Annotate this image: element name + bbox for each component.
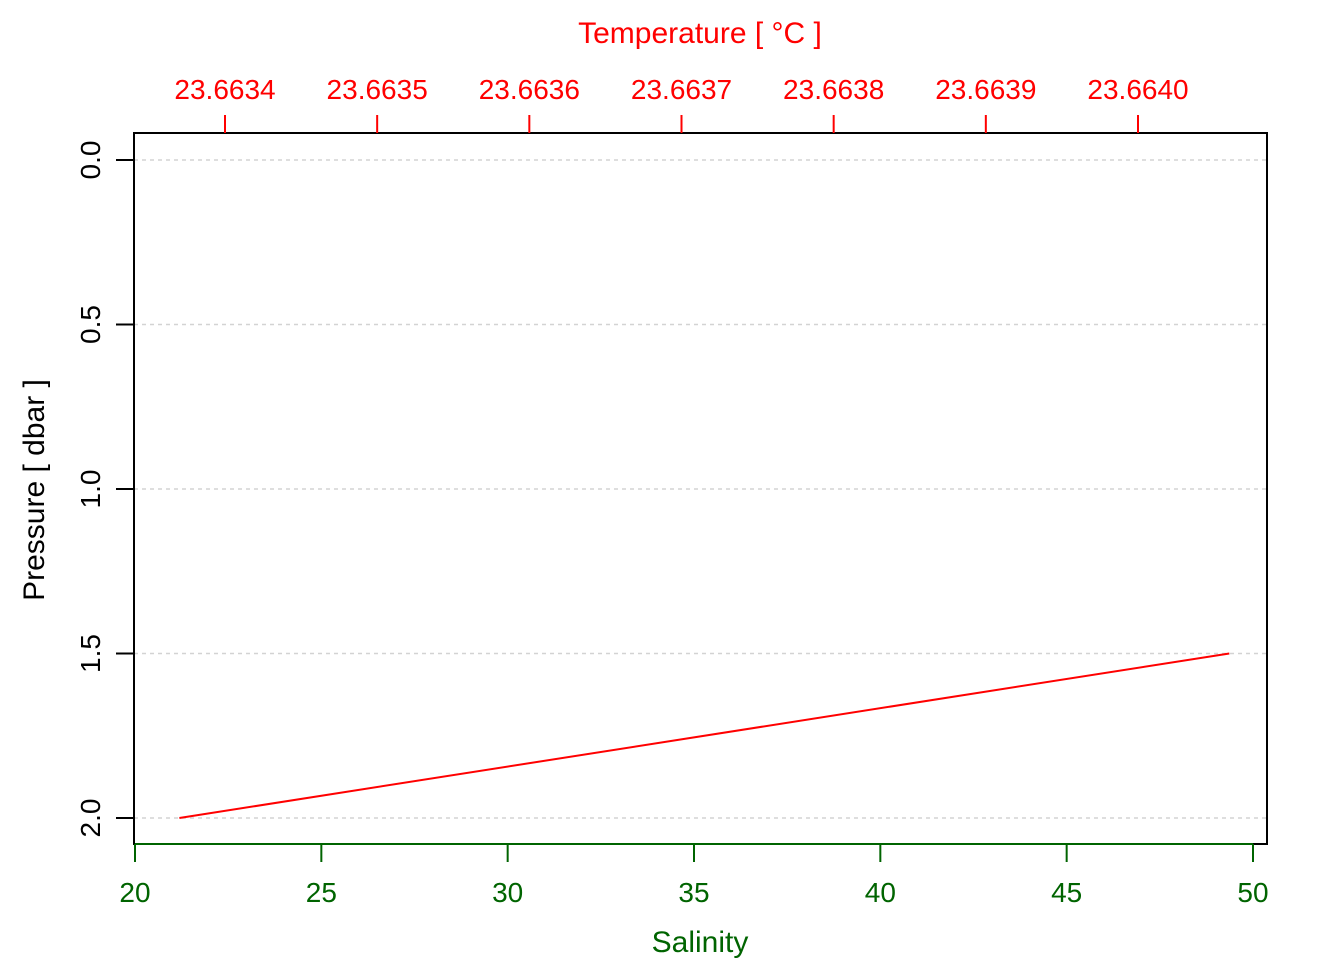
top-tick-label: 23.6634: [174, 74, 275, 105]
bottom-tick-label: 20: [119, 877, 150, 908]
top-tick-label: 23.6636: [479, 74, 580, 105]
bottom-axis-title: Salinity: [652, 926, 749, 959]
series-layer: [179, 652, 1230, 819]
top-tick-label: 23.6635: [327, 74, 428, 105]
bottom-tick-label: 50: [1237, 877, 1268, 908]
left-tick-label: 1.0: [75, 470, 106, 509]
top-tick-label: 23.6640: [1087, 74, 1188, 105]
bottom-tick-label: 30: [492, 877, 523, 908]
bottom-tick-label: 35: [678, 877, 709, 908]
top-tick-label: 23.6637: [631, 74, 732, 105]
temperature-profile-line: [179, 652, 1230, 819]
bottom-tick-label: 45: [1051, 877, 1082, 908]
bottom-tick-label: 25: [306, 877, 337, 908]
left-axis-title: Pressure [ dbar ]: [18, 379, 51, 601]
top-axis: 23.6634 23.6635 23.6636 23.6637 23.6638 23.66…: [174, 74, 1189, 133]
left-tick-label: 0.0: [75, 141, 106, 180]
left-tick-label: 0.5: [75, 305, 106, 344]
left-axis: 0.0 0.5 1.0 1.5 2.0: [75, 141, 134, 838]
left-tick-label: 2.0: [75, 799, 106, 838]
bottom-axis: 20 25 30 35 40 45 50: [119, 843, 1269, 908]
bottom-tick-label: 40: [865, 877, 896, 908]
top-tick-label: 23.6638: [783, 74, 884, 105]
grid-lines: [134, 159, 1267, 819]
top-tick-label: 23.6639: [935, 74, 1036, 105]
top-axis-title: Temperature [ °C ]: [578, 17, 822, 50]
left-tick-label: 1.5: [75, 634, 106, 673]
